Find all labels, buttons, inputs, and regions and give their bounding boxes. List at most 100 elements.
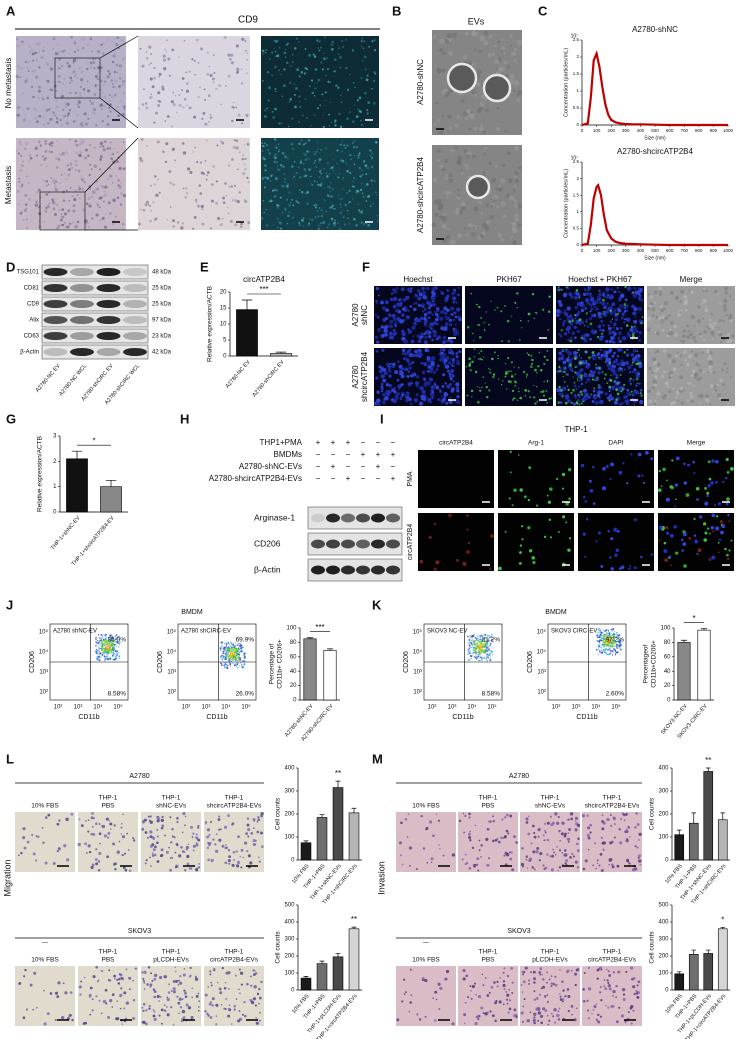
cell [433,212,439,218]
cell [371,156,374,159]
cell [112,54,116,58]
cell [704,501,709,506]
cell [598,631,600,634]
cell [650,457,654,461]
cell [610,646,612,648]
cell [557,401,561,404]
cell [370,203,372,205]
cell [80,70,84,74]
cell [559,401,563,404]
cell [111,651,113,654]
cell [407,353,411,357]
cell [371,87,373,90]
cell [637,307,642,312]
cell [264,169,267,172]
cell [450,389,454,393]
cell [221,650,223,652]
cell [492,194,499,201]
cell [547,329,550,331]
cell [468,644,471,647]
cell [639,389,643,392]
cell [94,75,99,79]
cell [76,59,78,61]
cell [458,317,462,322]
cell [63,114,67,118]
cell [351,197,354,200]
y-tick-label: 100 [658,835,669,841]
condition-sign: − [316,450,321,459]
cell [485,311,487,313]
cell [110,651,112,653]
cell [312,218,314,220]
cell [202,111,206,115]
cell [602,310,605,313]
cell [410,339,415,344]
cell [686,463,691,467]
cell [605,652,607,654]
condition-label: THP1+PMA [260,438,303,447]
cell [298,95,301,98]
cell [369,154,372,157]
cell [546,358,549,362]
cell [35,75,39,79]
cell [548,295,551,298]
cell [230,659,232,661]
cell [659,305,663,309]
cell [347,217,349,220]
blot-band [326,513,340,523]
cell [401,348,406,353]
cell [596,335,600,339]
cell [236,648,239,650]
cell [167,57,171,61]
bar [236,309,258,357]
cell [229,57,232,61]
cell [444,364,450,369]
cell [721,383,725,387]
cell [408,289,413,293]
cell [237,654,240,657]
cell [390,335,395,340]
cell [317,225,319,227]
cell [399,395,404,399]
cell [424,384,427,388]
cell [514,178,520,184]
cell [107,115,110,118]
cell [22,160,25,163]
column-header: Merge [687,440,706,447]
cell [306,117,308,119]
cell [241,663,243,666]
row-label: No metastasis [4,58,13,109]
cell [220,662,222,664]
cell [24,60,27,63]
cell [284,177,287,181]
cell [221,641,224,644]
condition-sign: + [376,450,381,459]
cell [100,108,103,111]
x-tick-label: 700 [680,248,688,253]
cell [442,239,447,244]
significance: * [92,436,95,445]
cell [683,564,687,568]
cell [450,357,454,361]
cell [356,99,360,102]
condition-sign: + [346,474,351,483]
cell [618,638,620,640]
condition-sign: + [361,450,366,459]
cell [668,555,672,559]
cell [388,374,392,378]
cell [610,645,612,647]
cell [339,125,343,129]
cell [663,541,667,545]
cell [342,188,345,190]
cell [507,356,510,359]
cell [168,74,172,77]
cell [365,78,369,82]
cell [483,648,486,651]
cell [230,645,232,648]
cell [111,638,113,640]
cell [585,364,590,369]
cell [98,659,101,662]
blot-band [43,332,68,340]
cell [434,383,437,387]
x-tick-label: 200 [607,248,615,253]
